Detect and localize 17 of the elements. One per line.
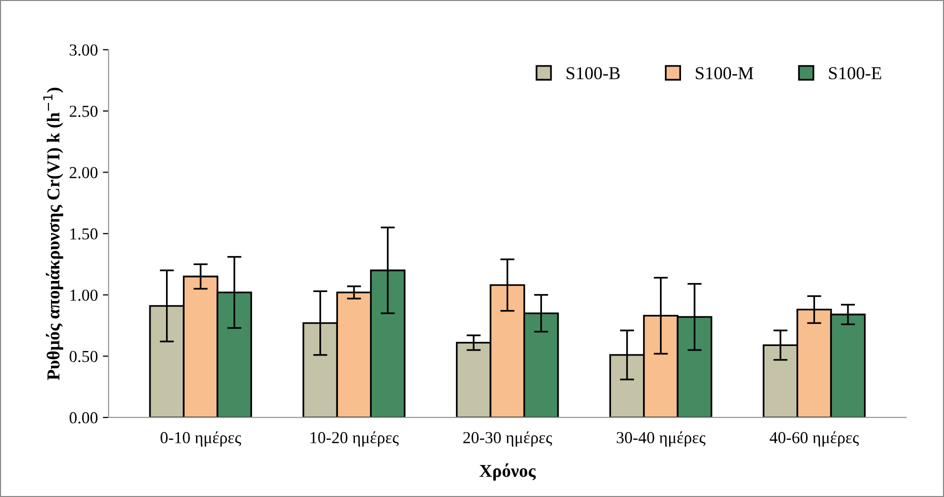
legend-label: S100-E — [829, 67, 882, 80]
legend-label: S100-M — [696, 67, 754, 80]
y-tick-label: 2.50 — [70, 106, 98, 118]
x-tick-label: 0-10 ημέρες — [160, 431, 242, 447]
y-tick-label: 3.00 — [70, 44, 98, 56]
x-tick-label: 10-20 ημέρες — [310, 431, 399, 447]
legend-label: S100-B — [566, 67, 620, 80]
x-tick-label: 20-30 ημέρες — [463, 431, 552, 447]
y-tick-label: 2.00 — [70, 166, 98, 178]
x-tick-label: 40-60 ημέρες — [770, 431, 859, 447]
y-tick-label: 1.50 — [70, 228, 98, 240]
y-tick-label: 1.00 — [70, 290, 98, 301]
x-tick-label: 30-40 ημέρες — [616, 431, 706, 447]
x-axis-title: Χρόνος — [480, 463, 536, 481]
y-tick-label: 0.50 — [70, 350, 98, 362]
y-axis-title: Ρυθμός απομάκρυνσης Cr(VI) k (h$^{−1}$) — [43, 88, 64, 380]
y-tick-label: 0.00 — [70, 412, 98, 424]
